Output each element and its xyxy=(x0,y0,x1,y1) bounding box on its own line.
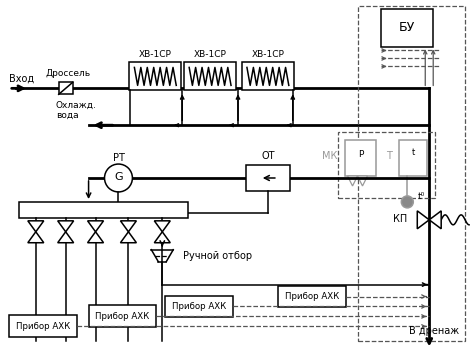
Bar xyxy=(89,306,156,327)
Bar xyxy=(382,9,433,46)
Polygon shape xyxy=(154,232,170,243)
Polygon shape xyxy=(88,221,104,232)
Polygon shape xyxy=(429,211,441,229)
Bar xyxy=(242,62,294,90)
Text: РТ: РТ xyxy=(113,153,124,163)
Bar xyxy=(345,140,376,176)
Bar xyxy=(59,82,73,94)
Polygon shape xyxy=(417,211,429,229)
Text: ХВ-1СР: ХВ-1СР xyxy=(139,50,172,59)
Text: ХВ-1СР: ХВ-1СР xyxy=(252,50,284,59)
Text: t: t xyxy=(412,147,415,157)
Text: Ручной отбор: Ручной отбор xyxy=(182,251,252,261)
Polygon shape xyxy=(154,221,170,232)
Text: Прибор АХК: Прибор АХК xyxy=(95,312,150,321)
Bar xyxy=(357,6,465,341)
Bar xyxy=(399,140,427,176)
Text: Охлажд.: Охлажд. xyxy=(56,101,97,110)
Text: МК: МК xyxy=(322,151,338,161)
Text: БУ: БУ xyxy=(399,21,415,34)
Text: вода: вода xyxy=(56,111,78,120)
Circle shape xyxy=(105,164,132,192)
Bar xyxy=(184,62,236,90)
Bar xyxy=(165,296,233,318)
Circle shape xyxy=(401,196,413,208)
Text: P: P xyxy=(358,150,363,159)
Polygon shape xyxy=(28,232,44,243)
Text: Дроссель: Дроссель xyxy=(45,69,90,78)
Text: G: G xyxy=(114,172,123,182)
Polygon shape xyxy=(28,221,44,232)
Bar xyxy=(338,132,435,198)
Polygon shape xyxy=(348,176,357,186)
Text: ХВ-1СР: ХВ-1СР xyxy=(194,50,227,59)
Text: ОТ: ОТ xyxy=(261,151,275,161)
Polygon shape xyxy=(58,221,73,232)
Bar xyxy=(278,285,346,308)
Polygon shape xyxy=(357,176,367,186)
Text: Прибор АХК: Прибор АХК xyxy=(284,292,339,301)
Text: Вход: Вход xyxy=(9,73,34,83)
Bar xyxy=(9,315,77,337)
Polygon shape xyxy=(121,221,137,232)
Polygon shape xyxy=(121,232,137,243)
Polygon shape xyxy=(88,232,104,243)
Text: В дренаж: В дренаж xyxy=(409,326,459,337)
Bar xyxy=(130,62,181,90)
Text: Прибор АХК: Прибор АХК xyxy=(16,322,70,331)
Text: Прибор АХК: Прибор АХК xyxy=(172,302,226,311)
Bar xyxy=(246,165,290,191)
Text: t⁰: t⁰ xyxy=(418,193,425,201)
Bar xyxy=(19,202,188,218)
Text: Т: Т xyxy=(387,151,392,161)
Text: КП: КП xyxy=(393,214,407,224)
Polygon shape xyxy=(58,232,73,243)
